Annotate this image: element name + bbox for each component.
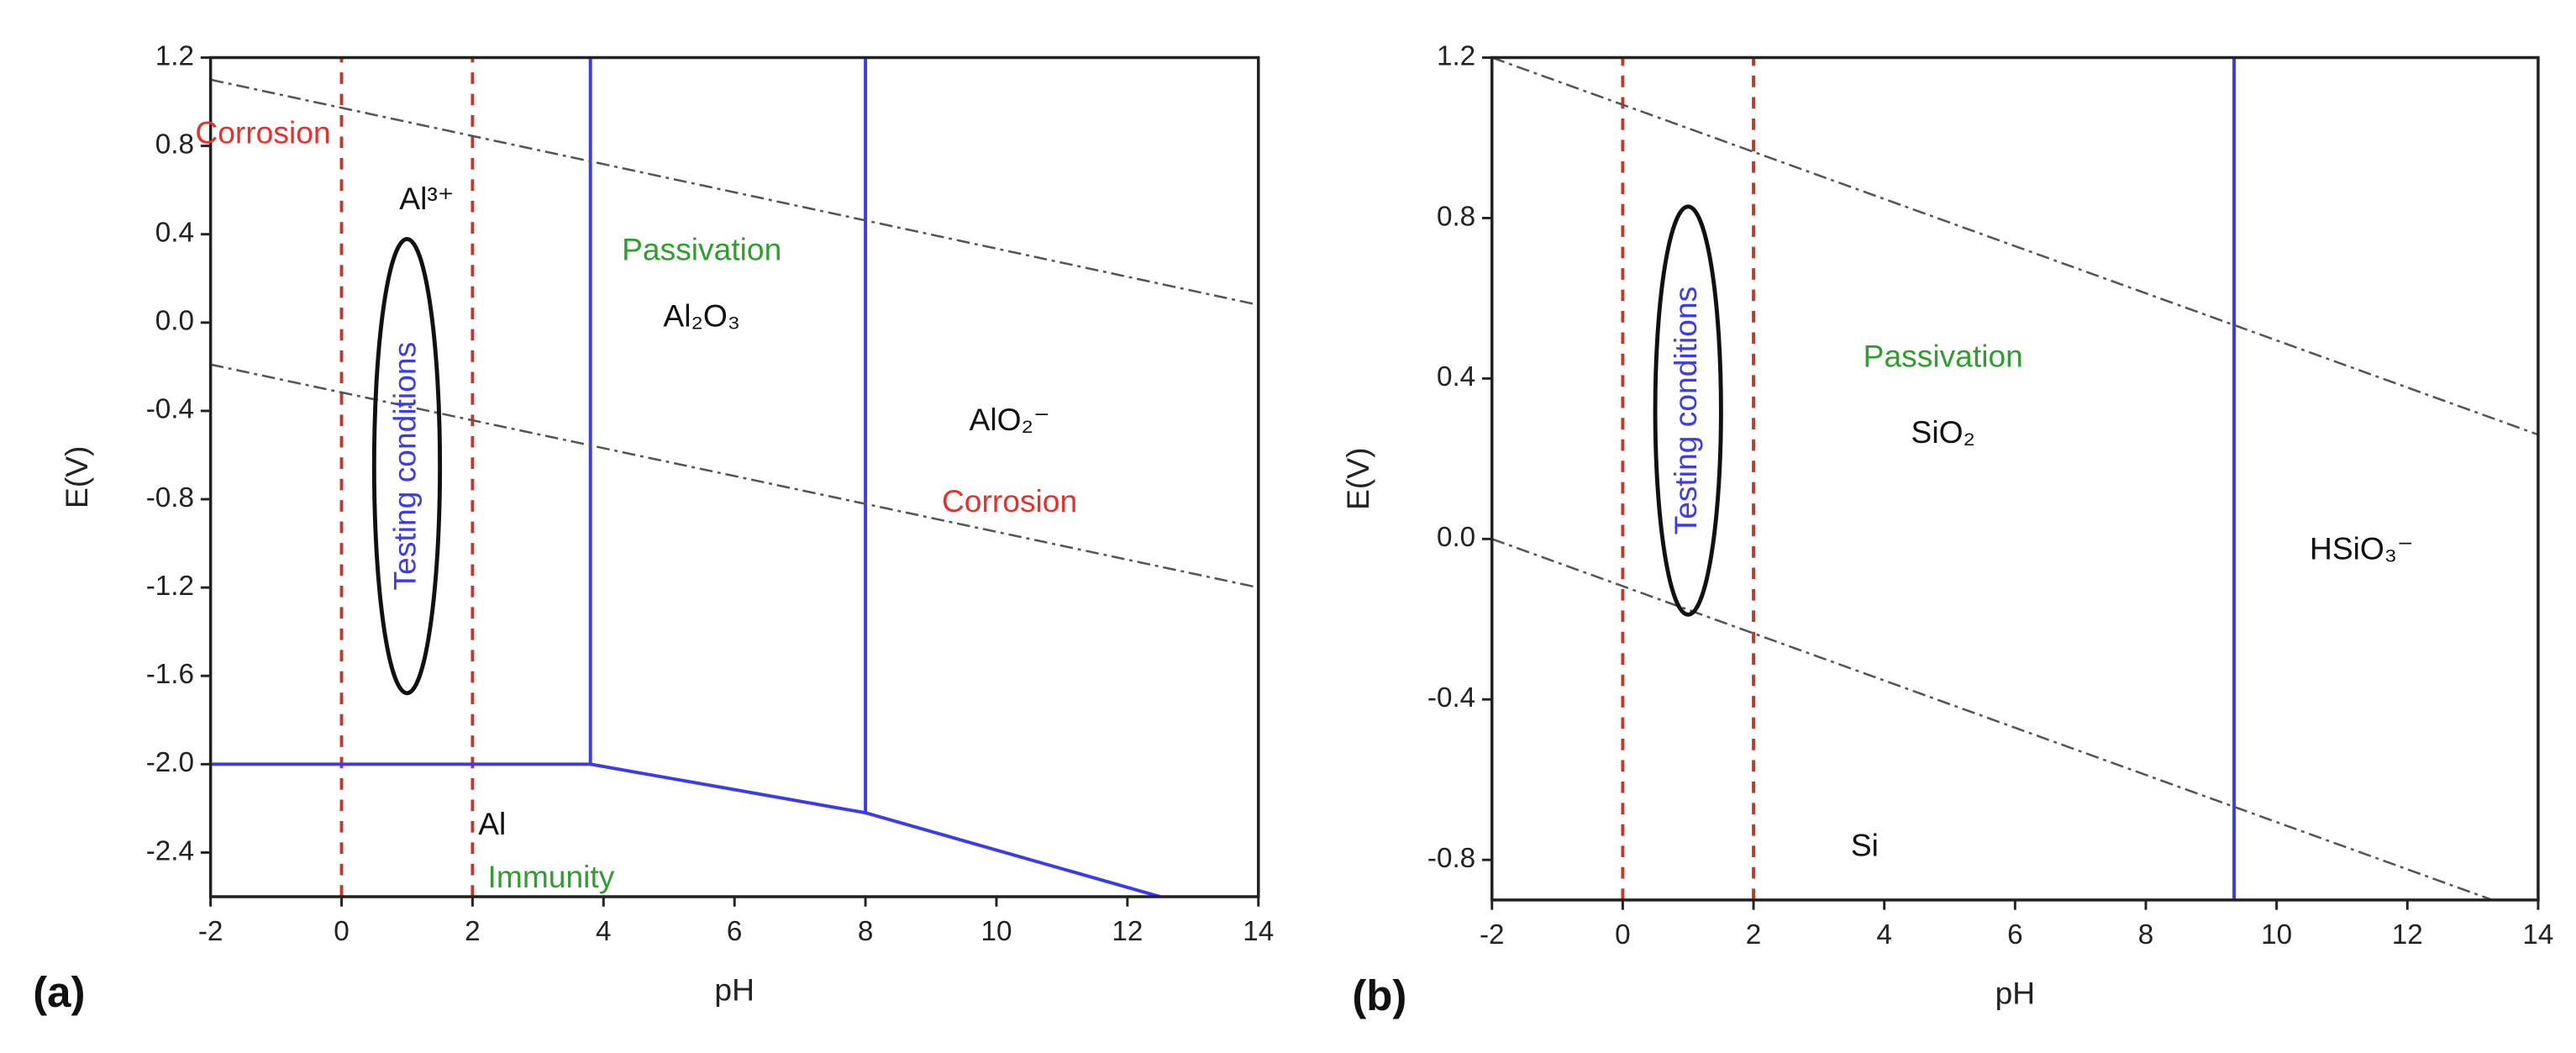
annotation: Passivation xyxy=(622,232,781,267)
x-tick-label: 8 xyxy=(2138,919,2154,950)
y-tick-label: 1.2 xyxy=(155,40,194,71)
x-tick-label: 12 xyxy=(1112,916,1143,947)
y-tick-label: 0.8 xyxy=(155,129,194,160)
x-tick-label: -2 xyxy=(1480,919,1505,950)
y-tick-label: -0.8 xyxy=(146,482,194,513)
annotation: Passivation xyxy=(1864,338,2023,373)
x-tick-label: 12 xyxy=(2392,919,2423,950)
annotation: Al₂O₃ xyxy=(663,297,740,333)
annotation: SiO₂ xyxy=(1911,414,1975,450)
annotation: Al xyxy=(478,806,506,841)
x-tick-label: 14 xyxy=(2522,919,2553,950)
annotation: Testing conditions xyxy=(386,342,422,591)
x-tick-label: 14 xyxy=(1243,916,1274,947)
x-tick-label: 10 xyxy=(2261,919,2292,950)
x-tick-label: 2 xyxy=(465,916,481,947)
y-tick-label: -0.8 xyxy=(1427,843,1475,874)
boundary-line xyxy=(210,78,1259,307)
annotation: Si xyxy=(1851,828,1879,863)
y-axis-label: E(V) xyxy=(59,446,94,508)
y-tick-label: -1.2 xyxy=(146,571,194,602)
annotation: Testing conditions xyxy=(1668,287,1703,535)
annotation: Al³⁺ xyxy=(399,181,454,216)
plot-frame xyxy=(1490,55,2540,902)
y-tick-label: -2.0 xyxy=(146,747,194,778)
annotation: AlO₂⁻ xyxy=(970,402,1050,437)
y-tick-label: -2.4 xyxy=(146,835,194,866)
boundary-line xyxy=(210,363,1259,589)
boundary-line xyxy=(1491,538,2493,902)
x-tick-label: 6 xyxy=(2007,919,2023,950)
x-tick-label: -2 xyxy=(198,916,223,947)
x-tick-label: 4 xyxy=(596,916,612,947)
boundary-line xyxy=(1491,56,2539,436)
y-tick-label: -0.4 xyxy=(146,394,194,425)
plot-frame xyxy=(208,55,1260,898)
x-tick-label: 8 xyxy=(858,916,874,947)
y-tick-label: 0.0 xyxy=(155,306,194,337)
x-tick-label: 10 xyxy=(980,916,1012,947)
x-tick-label: 0 xyxy=(1615,919,1631,950)
ellipse-marker xyxy=(371,237,443,696)
panel-label: (b) xyxy=(1352,971,1406,1019)
annotation: Corrosion xyxy=(942,483,1077,519)
ellipse-marker xyxy=(1653,204,1723,617)
x-tick-label: 6 xyxy=(727,916,743,947)
y-tick-label: 0.4 xyxy=(1437,361,1475,392)
panel-label: (a) xyxy=(33,968,85,1016)
annotation: HSiO₃⁻ xyxy=(2310,530,2414,566)
boundary-line xyxy=(590,762,1161,898)
annotation: Immunity xyxy=(488,859,615,894)
x-axis-label: pH xyxy=(714,971,754,1007)
x-tick-label: 4 xyxy=(1876,919,1892,950)
y-tick-label: -1.6 xyxy=(146,659,194,690)
y-tick-label: -0.4 xyxy=(1427,682,1475,713)
x-tick-label: 0 xyxy=(334,916,350,947)
y-tick-label: 0.0 xyxy=(1437,522,1475,553)
y-tick-label: 0.8 xyxy=(1437,201,1475,232)
x-axis-label: pH xyxy=(1995,975,2036,1010)
y-tick-label: 0.4 xyxy=(155,218,194,249)
annotation: Corrosion xyxy=(195,114,330,150)
y-axis-label: E(V) xyxy=(1340,448,1375,510)
y-tick-label: 1.2 xyxy=(1437,40,1475,71)
x-tick-label: 2 xyxy=(1746,919,1762,950)
